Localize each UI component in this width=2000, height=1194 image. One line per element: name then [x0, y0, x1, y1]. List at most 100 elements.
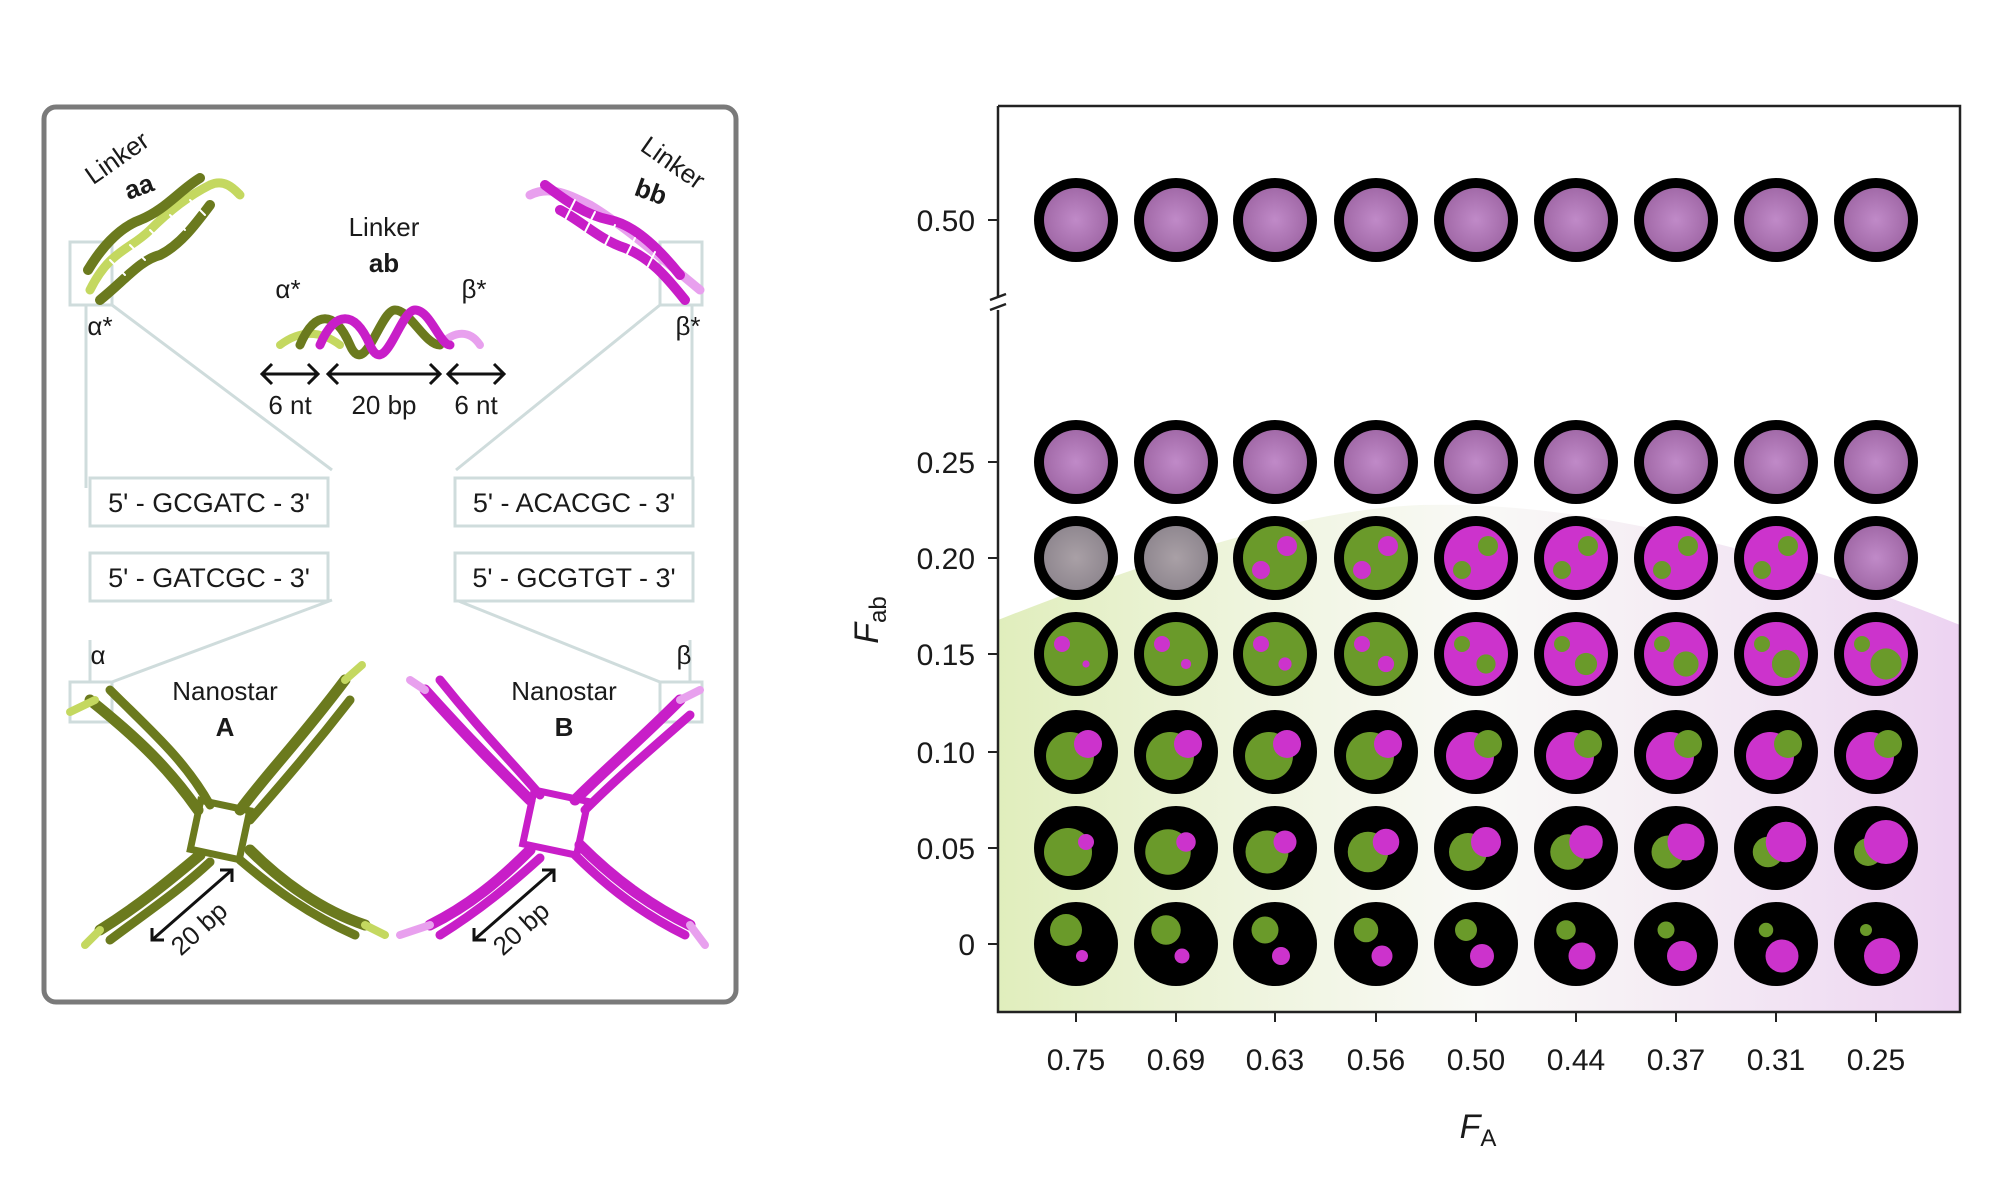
droplet-domain	[1054, 636, 1070, 652]
sequence-boxes	[88, 476, 695, 603]
droplet-cell	[1834, 516, 1918, 600]
droplet-cell	[1534, 420, 1618, 504]
y-tick-label: 0.50	[917, 205, 975, 238]
droplet-domain	[1574, 652, 1598, 676]
droplet-domain	[1374, 730, 1402, 758]
droplet-domain	[1180, 658, 1192, 670]
droplet-cell	[1034, 806, 1118, 890]
droplet-cell	[1734, 902, 1818, 986]
droplet-domain	[1478, 536, 1498, 556]
mixed-droplet	[1044, 430, 1108, 494]
x-tick-label: 0.50	[1447, 1044, 1505, 1077]
mixed-droplet	[1544, 430, 1608, 494]
phase-map: 0.75 0.69 0.63 0.56 0.50 0.44 0.37 0.31 0.25 0.50…	[848, 104, 1962, 1152]
y-tick-label: 0.25	[917, 447, 975, 480]
droplet-core	[1144, 622, 1208, 686]
droplet-well	[1034, 902, 1118, 986]
linker-ab-word: Linker	[349, 212, 420, 242]
green-droplet	[1050, 914, 1082, 946]
droplet-domain	[1476, 654, 1496, 674]
linker-bb-helix	[525, 180, 705, 305]
droplet-cell	[1434, 178, 1518, 262]
sequence-a: 5' - GATCGC - 3'	[108, 563, 310, 593]
mixed-droplet	[1644, 430, 1708, 494]
droplet-well	[1134, 902, 1218, 986]
droplet-core	[1544, 622, 1608, 686]
droplet-cell	[1834, 710, 1918, 794]
y-tick-label: 0.05	[917, 833, 975, 866]
mixed-droplet	[1344, 188, 1408, 252]
mixed-droplet	[1844, 188, 1908, 252]
green-droplet	[1758, 922, 1774, 938]
sequence-b: 5' - GCGTGT - 3'	[472, 563, 675, 593]
magenta-droplet	[1273, 830, 1297, 854]
mixed-droplet	[1544, 188, 1608, 252]
droplet-cell	[1434, 902, 1518, 986]
alpha-star-label-left: α*	[87, 311, 112, 341]
droplet-domain	[1377, 655, 1395, 673]
droplet-cell	[1834, 902, 1918, 986]
droplet-core	[1344, 526, 1408, 590]
droplet-domain	[1273, 730, 1301, 758]
y-tick-label: 0	[958, 929, 975, 962]
droplet-cell	[1233, 178, 1317, 262]
droplet-cell	[1233, 612, 1317, 696]
droplet-core	[1243, 622, 1307, 686]
droplet-cell	[1134, 902, 1218, 986]
nanostar-a-word: Nanostar	[172, 676, 278, 706]
magenta-droplet	[1078, 834, 1094, 850]
droplet-cell	[1734, 710, 1818, 794]
droplet-cell	[1334, 612, 1418, 696]
droplet-core	[1444, 526, 1508, 590]
magenta-droplet	[1667, 823, 1705, 861]
droplet-cell	[1334, 902, 1418, 986]
droplet-well	[1233, 902, 1317, 986]
beta-star-label-center: β*	[461, 274, 486, 304]
droplet-well	[1434, 902, 1518, 986]
droplet-cell	[1734, 420, 1818, 504]
green-droplet	[1657, 921, 1675, 939]
mixed-droplet	[1243, 188, 1307, 252]
droplet-domain	[1673, 651, 1699, 677]
droplet-cell	[1634, 516, 1718, 600]
magenta-droplet	[1471, 827, 1501, 857]
droplet-domain	[1553, 561, 1571, 579]
droplet-cell	[1834, 806, 1918, 890]
droplet-domain	[1874, 730, 1902, 758]
droplet-cell	[1334, 710, 1418, 794]
magenta-droplet	[1470, 944, 1494, 968]
droplet-domain	[1574, 730, 1602, 758]
droplet-domain	[1278, 657, 1292, 671]
droplet-domain	[1353, 561, 1371, 579]
magenta-droplet	[1174, 948, 1190, 964]
magenta-droplet	[1272, 947, 1290, 965]
droplet-cell	[1233, 806, 1317, 890]
droplet-domain	[1252, 561, 1270, 579]
alpha-star-label-center: α*	[275, 274, 300, 304]
droplet-domain	[1378, 536, 1398, 556]
x-tick-label: 0.69	[1147, 1044, 1205, 1077]
mixed-droplet	[1844, 526, 1908, 590]
mixed-droplet	[1144, 430, 1208, 494]
droplet-domain	[1653, 561, 1671, 579]
droplet-core	[1644, 526, 1708, 590]
mixed-droplet	[1344, 430, 1408, 494]
droplet-domain	[1870, 648, 1902, 680]
droplet-cell	[1834, 612, 1918, 696]
mixed-droplet	[1044, 188, 1108, 252]
droplet-cell	[1134, 178, 1218, 262]
y-tick-label: 0.20	[917, 543, 975, 576]
sequence-bb: 5' - ACACGC - 3'	[473, 488, 675, 518]
beta-star-label-right: β*	[675, 311, 700, 341]
droplet-domain	[1277, 536, 1297, 556]
linker-aa-helix	[83, 173, 245, 305]
droplet-cell	[1034, 178, 1118, 262]
droplet-cell	[1233, 420, 1317, 504]
droplet-core	[1544, 526, 1608, 590]
droplet-domain	[1578, 536, 1598, 556]
green-droplet	[1353, 917, 1379, 943]
droplet-cell	[1634, 178, 1718, 262]
dimension-arrows	[259, 362, 507, 386]
droplet-cell	[1233, 710, 1317, 794]
dim-6nt-right: 6 nt	[454, 390, 498, 420]
